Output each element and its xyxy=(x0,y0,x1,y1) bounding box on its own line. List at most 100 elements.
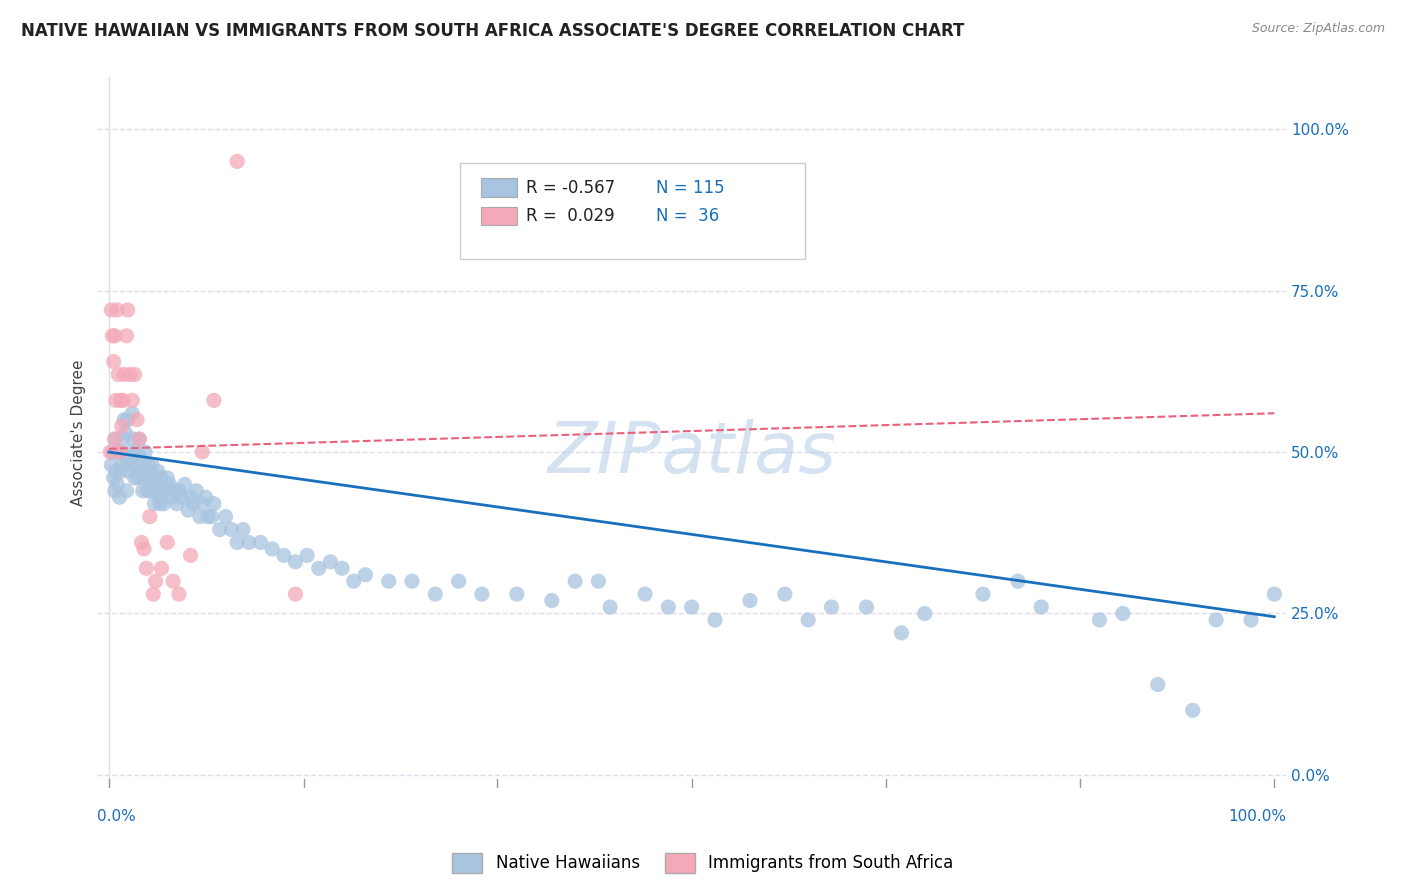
Point xyxy=(103,471,125,485)
Point xyxy=(177,503,200,517)
Point xyxy=(330,561,353,575)
Point xyxy=(115,451,138,466)
Point xyxy=(167,483,190,498)
Point xyxy=(105,393,128,408)
Point xyxy=(149,497,172,511)
Point xyxy=(104,432,127,446)
Point xyxy=(202,393,225,408)
Point xyxy=(105,302,128,317)
Text: Source: ZipAtlas.com: Source: ZipAtlas.com xyxy=(1251,22,1385,36)
Point xyxy=(104,432,127,446)
Point xyxy=(148,490,170,504)
Point xyxy=(156,471,179,485)
Point xyxy=(105,464,128,478)
Point xyxy=(132,483,155,498)
Point xyxy=(773,587,796,601)
Text: N =  36: N = 36 xyxy=(657,207,720,225)
Point xyxy=(139,483,162,498)
Point xyxy=(135,561,157,575)
Point xyxy=(117,302,139,317)
Point xyxy=(681,600,703,615)
Point xyxy=(104,328,127,343)
Point xyxy=(599,600,621,615)
Point xyxy=(160,490,183,504)
Point xyxy=(162,574,184,589)
Point xyxy=(401,574,423,589)
Point xyxy=(1112,607,1135,621)
Point xyxy=(153,483,176,498)
Point xyxy=(588,574,610,589)
Point xyxy=(197,509,219,524)
Point xyxy=(295,549,318,563)
Point xyxy=(377,574,399,589)
Point xyxy=(191,445,214,459)
Point xyxy=(180,490,202,504)
Point xyxy=(104,483,127,498)
Point xyxy=(181,497,204,511)
Point xyxy=(191,497,214,511)
Point xyxy=(110,393,132,408)
Point xyxy=(127,471,149,485)
Point xyxy=(111,432,134,446)
Point xyxy=(124,368,146,382)
Text: R = -0.567: R = -0.567 xyxy=(526,178,616,196)
Point xyxy=(131,535,153,549)
Point xyxy=(354,567,377,582)
Point xyxy=(166,497,188,511)
Point xyxy=(564,574,586,589)
Point xyxy=(152,483,174,498)
Point xyxy=(105,477,128,491)
Point xyxy=(121,406,143,420)
Point xyxy=(343,574,366,589)
Point xyxy=(159,477,181,491)
FancyBboxPatch shape xyxy=(481,178,517,197)
Point xyxy=(136,483,159,498)
Point xyxy=(150,471,173,485)
Point xyxy=(232,523,254,537)
Point xyxy=(111,458,134,472)
Point xyxy=(115,483,138,498)
Point xyxy=(142,587,165,601)
Point xyxy=(103,354,125,368)
Point xyxy=(108,490,131,504)
Point xyxy=(657,600,679,615)
Point xyxy=(1181,703,1204,717)
Point xyxy=(214,509,236,524)
Point xyxy=(114,425,136,440)
Point xyxy=(855,600,877,615)
Point xyxy=(117,413,139,427)
Point xyxy=(132,471,155,485)
Point xyxy=(540,593,562,607)
Text: 100.0%: 100.0% xyxy=(1227,809,1286,824)
Text: N = 115: N = 115 xyxy=(657,178,724,196)
Point xyxy=(101,328,124,343)
Point xyxy=(890,625,912,640)
Point xyxy=(100,458,122,472)
Point xyxy=(142,477,165,491)
Point xyxy=(1007,574,1029,589)
Point xyxy=(284,555,307,569)
Point xyxy=(120,458,142,472)
Point xyxy=(202,497,225,511)
Point xyxy=(180,549,202,563)
Point xyxy=(110,464,132,478)
Point xyxy=(125,445,148,459)
Point xyxy=(738,593,761,607)
Text: R =  0.029: R = 0.029 xyxy=(526,207,614,225)
Point xyxy=(1263,587,1285,601)
Point xyxy=(820,600,842,615)
Point xyxy=(134,445,156,459)
Point xyxy=(194,490,217,504)
Point xyxy=(118,445,141,459)
Point xyxy=(238,535,260,549)
Point xyxy=(167,587,190,601)
Point xyxy=(308,561,330,575)
Point xyxy=(125,413,148,427)
Point xyxy=(98,445,121,459)
Point xyxy=(170,490,193,504)
Point xyxy=(208,523,231,537)
Point xyxy=(112,368,135,382)
Point xyxy=(914,607,936,621)
Point xyxy=(111,393,134,408)
Point xyxy=(112,413,135,427)
